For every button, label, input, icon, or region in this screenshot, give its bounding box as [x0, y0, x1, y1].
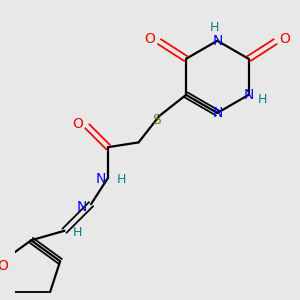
Text: H: H	[73, 226, 83, 239]
Text: N: N	[243, 88, 254, 102]
Text: O: O	[0, 259, 8, 273]
Text: O: O	[145, 32, 155, 46]
Text: N: N	[76, 200, 87, 214]
Text: H: H	[117, 173, 126, 186]
Text: O: O	[72, 117, 83, 131]
Text: H: H	[210, 21, 219, 34]
Text: H: H	[258, 93, 268, 106]
Text: S: S	[152, 112, 161, 127]
Text: O: O	[279, 32, 290, 46]
Text: N: N	[212, 106, 223, 120]
Text: N: N	[212, 34, 223, 48]
Text: N: N	[95, 172, 106, 187]
